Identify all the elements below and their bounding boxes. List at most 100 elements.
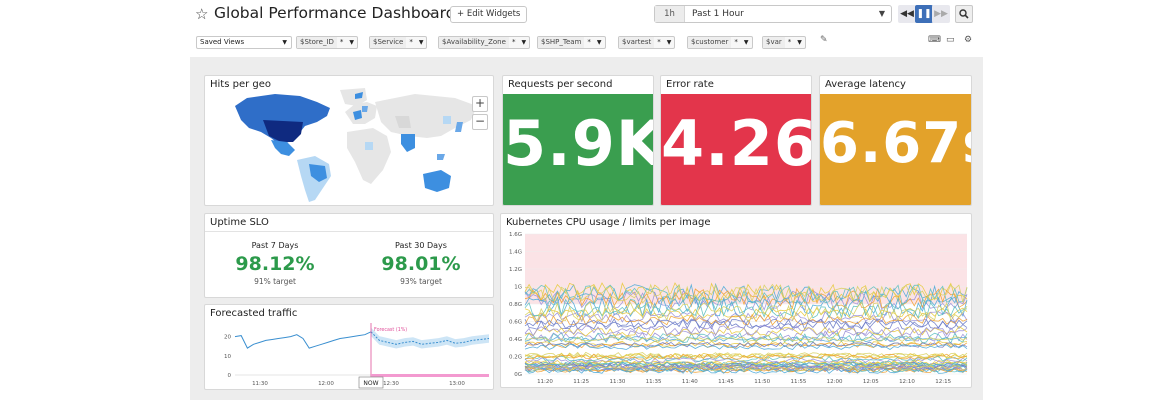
caret-down-icon: ▼ [418,39,424,46]
forecast-chart[interactable]: 20 10 0 11:30 12:00 12:30 13:00 Forecast (1%) NO… [205,305,494,390]
x-tick-label: 12:30 [383,381,399,387]
y-tick-label: 1.2G [509,267,522,273]
dashboard-title[interactable]: Global Performance Dashboard [214,4,456,22]
x-tick-label: 12:10 [899,379,915,385]
series-line [524,336,968,343]
template-var-value: * [409,38,413,46]
template-variables-bar: Saved Views ▼ $Store_ID * ▼ $Service * ▼ $Avai… [196,35,986,50]
template-var-4[interactable]: $vartest * ▼ [618,36,676,49]
world-map[interactable] [205,76,494,206]
hits-per-geo-widget[interactable]: Hits per geo [204,75,494,206]
pause-icon[interactable]: ❚❚ [915,5,933,23]
caret-down-icon: ▼ [878,9,885,18]
template-var-name: $customer [688,37,732,48]
query-value: 5.9K [503,104,653,184]
history-line [234,331,372,349]
template-var-2[interactable]: $Availability_Zone * ▼ [438,36,531,49]
query-value: 6.67s [820,104,971,184]
requests-per-second-widget[interactable]: Requests per second 5.9K [502,75,654,206]
saved-views-select[interactable]: Saved Views ▼ [196,36,292,49]
widget-title: Average latency [825,79,906,90]
series-line [524,341,968,348]
template-var-value: * [587,38,591,46]
template-var-value: * [511,38,516,46]
series-line [524,282,968,305]
now-badge [358,376,384,389]
series-line [524,287,968,309]
widget-title: Error rate [666,79,714,90]
edit-widgets-button[interactable]: + Edit Widgets [450,6,528,23]
search-icon[interactable] [955,5,973,23]
caret-down-icon: ▼ [596,39,602,46]
y-tick-label: 1G [514,285,522,291]
time-range-short: 1h [655,6,685,22]
series-line [524,364,968,372]
zoom-in-button[interactable]: + [472,96,488,112]
y-tick-label: 0 [228,373,232,379]
monitor-icon[interactable]: ▭ [946,35,955,45]
template-var-value: * [657,38,661,46]
kubernetes-cpu-widget[interactable]: Kubernetes CPU usage / limits per image … [500,213,972,388]
template-var-3[interactable]: $SHP_Team * ▼ [537,36,606,49]
slo-30-days: Past 30 Days 98.01% 93% target [351,241,491,286]
x-tick-label: 12:00 [827,379,843,385]
y-tick-label: 0.6G [509,320,522,326]
template-var-value: * [734,38,738,46]
series-line [524,343,968,350]
forecasted-traffic-widget[interactable]: Forecasted traffic 20 10 0 11:30 12:00 12:30 1… [204,304,494,390]
edit-pencil-icon[interactable]: ✎ [820,35,828,45]
average-latency-widget[interactable]: Average latency 6.67s [819,75,972,206]
x-tick-label: 12:00 [318,381,334,387]
template-var-value: * [339,38,344,46]
slo-period: Past 7 Days [251,241,299,250]
series-line [524,298,968,320]
slo-value: 98.12% [235,253,315,275]
keyboard-icon[interactable]: ⌨ [928,35,941,45]
template-var-name: $SHP_Team [538,37,585,48]
time-range-selector[interactable]: 1h Past 1 Hour ▼ [654,5,892,23]
template-var-0[interactable]: $Store_ID * ▼ [296,36,359,49]
chevron-down-icon[interactable]: ⌄ [426,4,437,18]
x-tick-label: 12:05 [863,379,879,385]
favorite-star-icon[interactable]: ☆ [195,5,209,23]
x-tick-label: 11:30 [252,381,268,387]
series-line [525,353,968,360]
y-tick-label: 0.4G [509,337,522,343]
fast-forward-icon[interactable]: ▶▶ [932,5,950,23]
y-tick-label: 1.6G [509,232,522,238]
rewind-icon[interactable]: ◀◀ [898,5,916,23]
x-tick-label: 11:50 [754,379,770,385]
series-line [524,318,968,331]
slo-period: Past 30 Days [395,241,447,250]
widget-title: Hits per geo [210,79,272,90]
forecast-range-bar [371,374,489,377]
template-var-name: $Service [370,37,407,48]
template-var-name: $Store_ID [297,37,337,48]
widget-title: Forecasted traffic [210,308,298,319]
gear-icon[interactable]: ⚙ [964,35,973,45]
series-line [524,332,968,345]
template-var-1[interactable]: $Service * ▼ [369,36,428,49]
widget-title: Kubernetes CPU usage / limits per image [506,217,711,228]
x-tick-label: 13:00 [449,381,465,387]
slo-target: 93% target [400,277,442,286]
series-line [524,290,968,311]
uptime-slo-widget[interactable]: Uptime SLO Past 7 Days 98.12% 91% target… [204,213,494,298]
forecast-line [370,331,490,345]
slo-value: 98.01% [381,253,461,275]
series-line [524,341,968,349]
slo-7-days: Past 7 Days 98.12% 91% target [205,241,345,286]
x-tick-label: 11:45 [718,379,734,385]
series-line [524,301,968,322]
y-tick-label: 0.2G [509,355,522,361]
template-var-name: $Availability_Zone [439,37,509,48]
error-rate-widget[interactable]: Error rate 4.26% [660,75,812,206]
zoom-out-button[interactable]: − [472,114,488,130]
slo-target: 91% target [254,277,296,286]
kubernetes-chart[interactable]: 1.6G 1.4G 1.2G 1G 0.8G 0.6G 0.4G 0.2G 0G 11:20 11:… [501,214,972,388]
x-tick-label: 11:35 [646,379,662,385]
template-var-5[interactable]: $customer * ▼ [687,36,753,49]
template-var-6[interactable]: $var * ▼ [762,36,806,49]
time-range-label: Past 1 Hour [692,9,744,19]
value-number: 6.67s [820,111,971,176]
